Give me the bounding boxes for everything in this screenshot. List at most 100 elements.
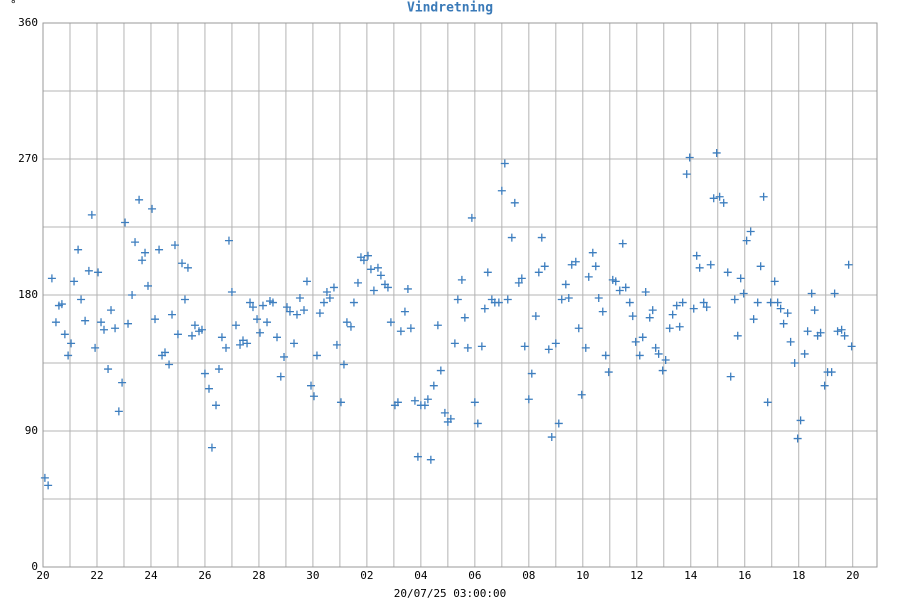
chart-title: Vindretning <box>407 1 493 16</box>
point <box>668 310 677 319</box>
point <box>604 368 613 377</box>
point <box>631 337 640 346</box>
point <box>524 395 533 404</box>
point <box>726 372 735 381</box>
point <box>282 303 291 312</box>
point <box>672 301 681 310</box>
point <box>325 294 334 303</box>
point <box>480 304 489 313</box>
point <box>571 257 580 266</box>
point <box>544 345 553 354</box>
point <box>231 321 240 330</box>
point <box>554 419 563 428</box>
point <box>494 298 503 307</box>
x-tick-label: 26 <box>198 569 211 582</box>
point <box>531 312 540 321</box>
point <box>470 398 479 407</box>
point <box>723 268 732 277</box>
point <box>429 381 438 390</box>
point <box>70 277 79 286</box>
point <box>540 262 549 271</box>
point <box>786 337 795 346</box>
plot-border <box>42 22 878 568</box>
point <box>709 194 718 203</box>
point <box>276 372 285 381</box>
point <box>91 343 100 352</box>
point <box>567 260 576 269</box>
point <box>446 414 455 423</box>
point <box>87 210 96 219</box>
point <box>253 315 262 324</box>
point <box>581 343 590 352</box>
point <box>436 366 445 375</box>
point <box>190 321 199 330</box>
point <box>460 313 469 322</box>
point <box>51 318 60 327</box>
point <box>483 268 492 277</box>
point <box>369 286 378 295</box>
point <box>591 262 600 271</box>
point <box>507 233 516 242</box>
point <box>138 256 147 265</box>
point <box>183 263 192 272</box>
point <box>692 251 701 260</box>
point <box>67 339 76 348</box>
point <box>621 283 630 292</box>
point <box>661 355 670 364</box>
y-tick-label: 270 <box>18 152 38 165</box>
point <box>715 192 724 201</box>
point <box>611 277 620 286</box>
x-axis-label: 20/07/25 03:00:00 <box>394 587 507 600</box>
point <box>803 327 812 336</box>
x-tick-label: 28 <box>252 569 265 582</box>
point <box>173 330 182 339</box>
x-tick-label: 04 <box>414 569 428 582</box>
point <box>736 274 745 283</box>
point <box>800 349 809 358</box>
point <box>440 408 449 417</box>
point <box>645 313 654 322</box>
x-tick-label: 30 <box>306 569 319 582</box>
point <box>510 198 519 207</box>
point <box>94 268 103 277</box>
point <box>238 336 247 345</box>
point <box>648 306 657 315</box>
point <box>353 278 362 287</box>
point <box>285 307 294 316</box>
point <box>151 315 160 324</box>
point <box>601 351 610 360</box>
point <box>651 343 660 352</box>
point <box>396 327 405 336</box>
point <box>212 401 221 410</box>
point <box>423 395 432 404</box>
point <box>675 322 684 331</box>
x-tick-label: 14 <box>684 569 698 582</box>
point <box>706 260 715 269</box>
point <box>77 295 86 304</box>
point <box>816 328 825 337</box>
point <box>60 330 69 339</box>
point <box>248 303 257 312</box>
point <box>840 331 849 340</box>
point <box>111 324 120 333</box>
y-tick-label: 180 <box>18 288 38 301</box>
point <box>155 245 164 254</box>
point <box>477 342 486 351</box>
point <box>224 236 233 245</box>
x-tick-label: 20 <box>846 569 859 582</box>
point <box>759 192 768 201</box>
point <box>74 245 83 254</box>
point <box>551 339 560 348</box>
point <box>584 272 593 281</box>
point <box>363 251 372 260</box>
point <box>763 398 772 407</box>
x-tick-label: 02 <box>360 569 373 582</box>
point <box>500 159 509 168</box>
point <box>268 298 277 307</box>
point <box>165 360 174 369</box>
point <box>84 266 93 275</box>
point <box>682 170 691 179</box>
point <box>170 241 179 250</box>
point <box>517 274 526 283</box>
